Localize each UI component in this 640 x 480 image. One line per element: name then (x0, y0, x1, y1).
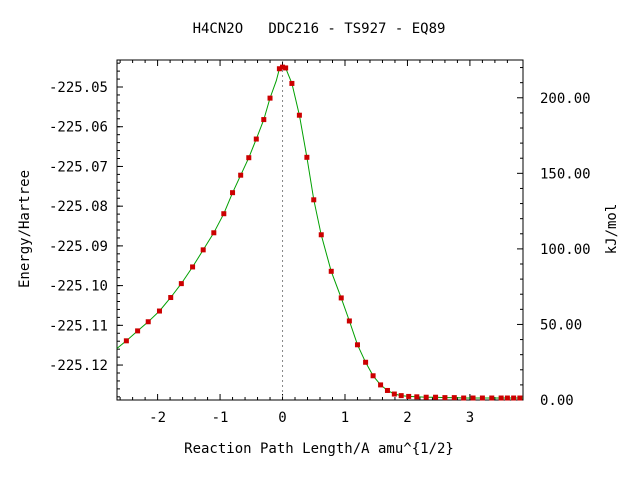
y2-tick-label: 100.00 (540, 242, 591, 258)
data-point (370, 373, 376, 379)
y-tick-label: -225.06 (49, 120, 108, 136)
y2-tick-label: 150.00 (540, 166, 591, 182)
data-point (304, 154, 310, 160)
data-point (406, 393, 412, 399)
data-point (253, 136, 259, 142)
y-tick-label: -225.10 (49, 279, 108, 295)
data-point (238, 172, 244, 178)
data-point (135, 328, 141, 334)
data-point (230, 190, 236, 196)
data-point (289, 80, 295, 86)
data-point (398, 393, 404, 399)
data-point (200, 247, 206, 253)
data-point (267, 95, 273, 101)
data-point (470, 395, 476, 401)
data-point (489, 395, 495, 401)
data-point (479, 395, 485, 401)
data-point (318, 232, 324, 238)
data-point (190, 264, 196, 270)
data-points (123, 64, 523, 401)
data-point (423, 394, 429, 400)
data-point (261, 117, 267, 123)
y2-axis-label: kJ/mol (604, 204, 620, 255)
data-point (378, 382, 384, 388)
data-point (178, 281, 184, 287)
y-axis-label: Energy/Hartree (17, 170, 33, 288)
data-point (145, 319, 151, 325)
data-point (211, 230, 217, 236)
chart-title: H4CN2O DDC216 - TS927 - EQ89 (193, 21, 446, 37)
x-axis-label: Reaction Path Length/A amu^{1/2} (184, 441, 454, 457)
y2-tick-label: 0.00 (540, 393, 574, 409)
data-point (414, 394, 420, 400)
y-tick-label: -225.05 (49, 80, 108, 96)
x-tick-label: 1 (341, 410, 349, 426)
data-point (504, 395, 510, 401)
data-point (156, 308, 162, 314)
data-point (433, 394, 439, 400)
x-tick-label: 0 (278, 410, 286, 426)
y-tick-label: -225.11 (49, 318, 108, 334)
data-point (280, 64, 286, 70)
data-point (384, 387, 390, 393)
y-tick-label: -225.09 (49, 239, 108, 255)
y2-tick-label: 50.00 (540, 317, 582, 333)
axis-ticks: -2 -1 0 1 2 3 -225.05 -225.06 -225.07 -225.08 -225… (49, 60, 591, 426)
x-tick-label: 2 (403, 410, 411, 426)
data-point (221, 211, 227, 217)
data-point (511, 395, 517, 401)
y-tick-label: -225.08 (49, 199, 108, 215)
data-point (517, 395, 523, 401)
data-point (354, 342, 360, 348)
y2-tick-label: 200.00 (540, 91, 591, 107)
x-tick-label: 3 (466, 410, 474, 426)
data-point (246, 155, 252, 161)
data-point (363, 359, 369, 365)
data-point (346, 318, 352, 324)
y-tick-label: -225.07 (49, 159, 108, 175)
data-point (283, 65, 289, 71)
data-point (168, 295, 174, 301)
data-point (461, 395, 467, 401)
x-tick-label: -2 (149, 410, 166, 426)
data-point (123, 338, 129, 344)
data-point (451, 395, 457, 401)
data-point (276, 66, 282, 72)
y-tick-label: -225.12 (49, 358, 108, 374)
data-point (498, 395, 504, 401)
data-point (328, 268, 334, 274)
data-point (296, 112, 302, 118)
data-point (442, 395, 448, 401)
data-point (338, 295, 344, 301)
data-point (391, 391, 397, 397)
x-tick-label: -1 (212, 410, 229, 426)
data-point (311, 197, 317, 203)
